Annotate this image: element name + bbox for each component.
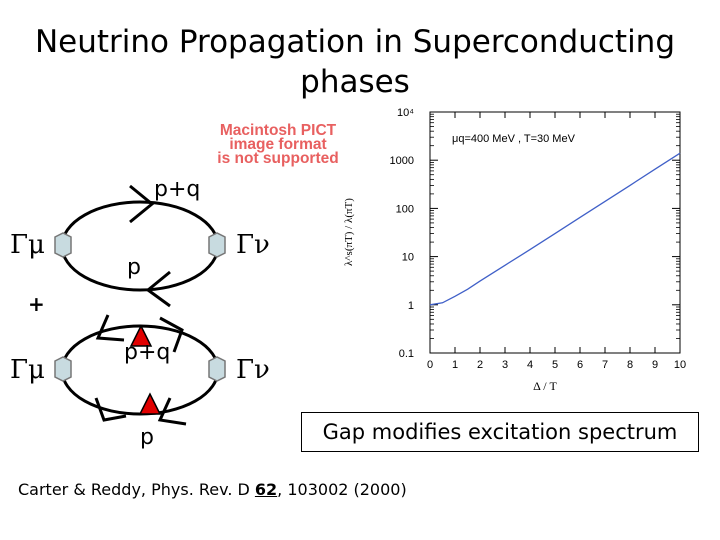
vertex-right-top [208, 232, 226, 258]
vertex-left-bottom [54, 356, 72, 382]
bottom-arrow-3 [94, 397, 127, 422]
caption-box: Gap modifies excitation spectrum [301, 412, 699, 452]
citation: Carter & Reddy, Phys. Rev. D 62, 103002 … [18, 480, 407, 499]
x-tick-label: 0 [427, 359, 433, 371]
chart-series-line [429, 152, 681, 306]
y-tick-label: 10⁴ [397, 107, 414, 119]
placeholder-line2: image format [229, 136, 327, 153]
y-tick-label: 1000 [390, 155, 414, 167]
y-tick-label: 100 [396, 203, 414, 215]
top-vertex-right-label: Γν [236, 230, 270, 260]
vertex-left-top [54, 232, 72, 258]
gap-marker-lower [138, 392, 162, 415]
chart-annotation: μq=400 MeV , T=30 MeV [452, 133, 576, 145]
citation-volume: 62 [254, 480, 278, 499]
placeholder-line3: is not supported [217, 150, 339, 167]
x-tick-label: 2 [477, 359, 483, 371]
bottom-arrow-1 [95, 314, 125, 342]
top-loop-label-lower: p [127, 255, 141, 280]
chart-y-axis-label: λ^s(πT) / λ(πT) [343, 198, 355, 266]
bottom-arrow-4 [157, 397, 187, 426]
gap-marker-upper [129, 324, 153, 347]
top-loop-label-upper: p+q [154, 177, 201, 202]
unsupported-image-placeholder: Macintosh PICT image format is not suppo… [210, 122, 346, 167]
x-tick-label: 1 [452, 359, 458, 371]
citation-prefix: Carter & Reddy, Phys. Rev. D [18, 480, 255, 499]
slide-title-line2: phases [300, 64, 410, 100]
top-loop-arrow-upper [129, 184, 155, 224]
y-tick-label: 10 [402, 252, 414, 264]
x-tick-label: 9 [652, 359, 658, 371]
bottom-arrow-2 [159, 316, 184, 353]
top-vertex-left-label: Γμ [10, 230, 45, 260]
slide-title-line1: Neutrino Propagation in Superconducting [34, 24, 676, 60]
bottom-loop-label-upper: p+q [124, 340, 171, 365]
bottom-loop-label-lower: p [140, 425, 154, 450]
caption-text: Gap modifies excitation spectrum [322, 420, 678, 444]
bottom-vertex-left-label: Γμ [10, 355, 45, 385]
x-tick-label: 5 [552, 359, 558, 371]
y-tick-label: 1 [408, 300, 414, 312]
x-tick-label: 3 [502, 359, 508, 371]
x-tick-label: 10 [674, 359, 686, 371]
x-tick-label: 4 [527, 359, 533, 371]
chart-x-axis-label: Δ / T [533, 379, 557, 393]
x-tick-label: 7 [602, 359, 608, 371]
bottom-vertex-right-label: Γν [236, 355, 270, 385]
y-tick-label: 0.1 [399, 348, 414, 360]
top-loop-arrow-lower [145, 270, 171, 308]
plus-sign: + [28, 292, 45, 316]
slide-title: Neutrino Propagation in Superconducting … [0, 22, 710, 102]
citation-suffix: , 103002 (2000) [277, 480, 407, 499]
vertex-right-bottom [208, 356, 226, 382]
x-tick-label: 6 [577, 359, 583, 371]
placeholder-line1: Macintosh PICT [219, 122, 337, 139]
chart-frame [429, 111, 681, 354]
x-tick-label: 8 [627, 359, 633, 371]
